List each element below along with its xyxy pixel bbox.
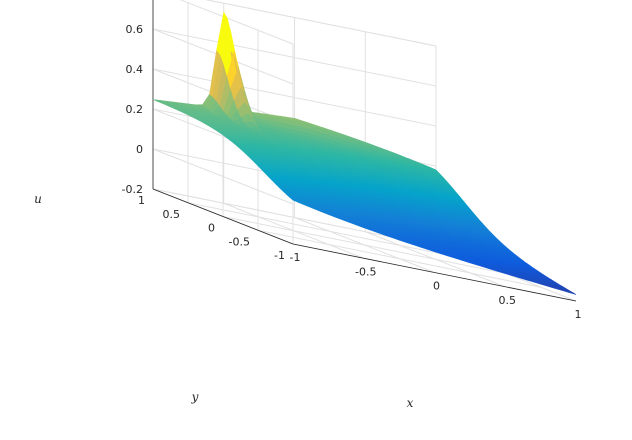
y-tick-label: 1	[138, 194, 145, 207]
z-tick-label: -0.2	[122, 183, 143, 196]
y-axis-label: y	[191, 390, 199, 404]
x-tick-label: 0	[433, 280, 440, 293]
x-tick-label: 0.5	[499, 294, 517, 307]
x-axis-line	[292, 243, 577, 302]
y-tick-label: 0.5	[163, 208, 181, 221]
x-tick-label: -0.5	[355, 265, 376, 278]
back-edge	[205, 0, 437, 47]
surface-patch	[565, 290, 577, 295]
z-tick-label: 0	[136, 143, 143, 156]
x-tick-label: 1	[575, 308, 582, 321]
z-tick-label: 0.2	[126, 103, 144, 116]
grid-line	[187, 202, 472, 261]
grid-line	[222, 216, 507, 274]
z-tick-label: 0.6	[126, 23, 144, 36]
z-tick-label: 0.4	[126, 63, 144, 76]
x-axis-label: x	[407, 396, 414, 410]
y-tick-label: 0	[208, 222, 215, 235]
grid-line	[152, 148, 294, 205]
y-tick-label: -0.5	[229, 235, 250, 248]
grid-line	[152, 28, 437, 87]
z-axis-label: u	[34, 192, 42, 206]
surface-mesh	[152, 11, 577, 295]
grid-line	[152, 68, 437, 127]
y-axis-line	[152, 188, 294, 245]
y-tick-label: -1	[274, 249, 285, 262]
tick-labels: -1-0.500.51-1-0.500.51-0.200.20.40.60.8	[122, 23, 582, 321]
x-tick-label: -1	[290, 251, 301, 264]
grid-line	[365, 231, 506, 288]
